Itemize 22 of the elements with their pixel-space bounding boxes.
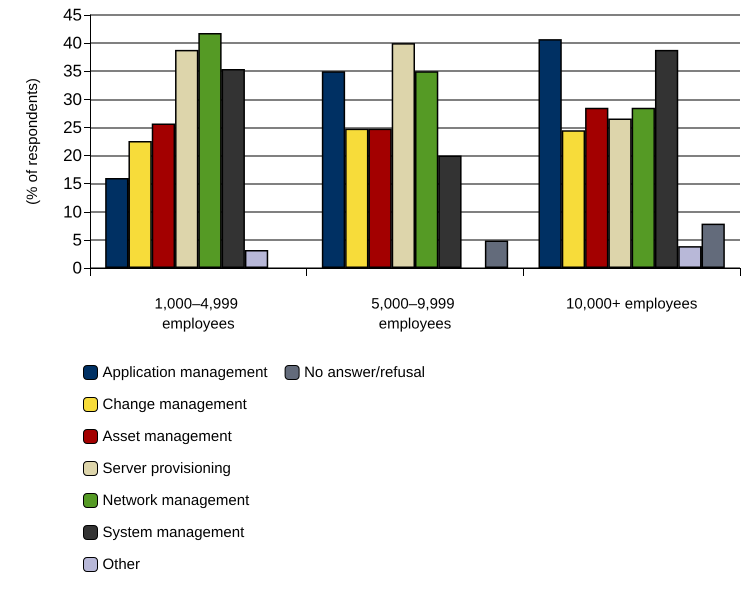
legend-label: Network management (102, 492, 250, 509)
x-tick-label: 1,000–4,999 employees (154, 296, 242, 332)
y-tick-label: 30 (63, 90, 82, 109)
y-tick-label: 40 (63, 34, 82, 53)
legend-label: Application management (102, 364, 268, 381)
legend-label: Server provisioning (102, 460, 231, 477)
x-tick-label: 10,000+ employees (566, 296, 698, 312)
x-tick-label: 5,000–9,999 employees (371, 296, 459, 332)
legend-label: Asset management (102, 428, 233, 445)
legend-label: Other (102, 556, 140, 573)
y-tick-label: 0 (72, 258, 82, 278)
y-tick-label: 35 (63, 62, 82, 81)
legend-label: Change management (102, 396, 248, 413)
y-tick-label: 25 (63, 118, 82, 137)
legend-label: System management (102, 524, 246, 541)
y-axis-title: (% of respondents) (24, 78, 41, 205)
y-tick-label: 45 (63, 6, 82, 24)
y-tick-label: 15 (63, 174, 82, 194)
legend-label: No answer/refusal (304, 364, 425, 381)
y-tick-label: 10 (63, 202, 82, 222)
y-tick-label: 5 (72, 230, 82, 250)
y-tick-label: 20 (63, 146, 82, 166)
